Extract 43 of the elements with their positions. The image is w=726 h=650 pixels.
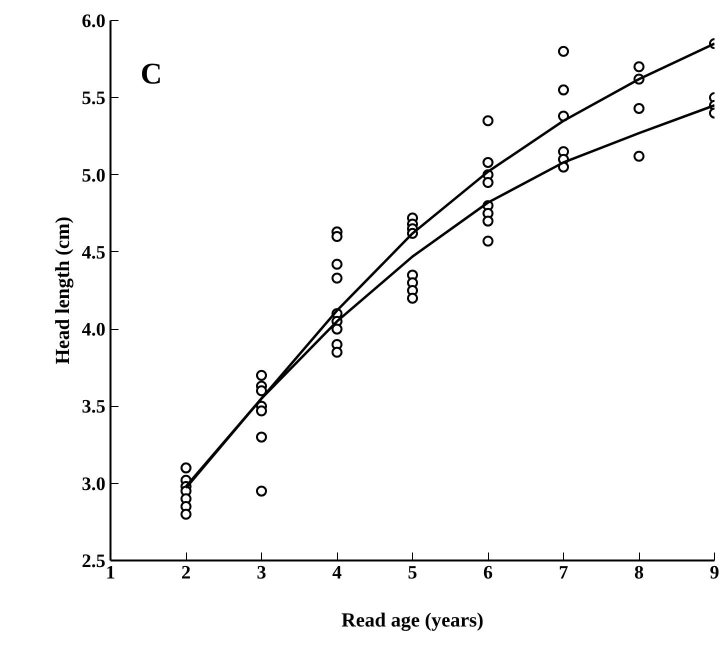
- y-tick-label: 4.5: [82, 242, 106, 264]
- x-tick-label: 3: [256, 562, 266, 584]
- y-tick-label: 2.5: [82, 551, 106, 572]
- point: [558, 84, 569, 96]
- point: [407, 292, 418, 304]
- point: [180, 462, 192, 474]
- annotation: C: [140, 58, 162, 90]
- point: [256, 385, 267, 396]
- point: [256, 432, 267, 443]
- y-axis-title: Head length (cm): [52, 216, 74, 364]
- x-tick-label: 5: [408, 562, 418, 584]
- x-tick-label: 6: [483, 562, 493, 584]
- point: [332, 272, 342, 284]
- y-tick-label: 3.5: [82, 396, 106, 418]
- point: [558, 46, 569, 57]
- point: [634, 102, 644, 114]
- point: [332, 324, 342, 335]
- point: [256, 486, 267, 497]
- point: [482, 115, 494, 126]
- x-axis-title: Read age (years): [341, 610, 484, 632]
- point: [482, 156, 494, 168]
- y-tick-label: 6.0: [82, 11, 106, 32]
- y-tick-label: 5.0: [82, 165, 106, 186]
- x-tick-label: 4: [332, 562, 342, 584]
- y-tick-label: 4.0: [82, 320, 106, 341]
- x-tick-label: 9: [710, 562, 720, 584]
- point: [256, 370, 267, 381]
- y-tick-label: 5.5: [82, 88, 106, 110]
- point: [180, 508, 192, 520]
- point: [256, 405, 267, 416]
- point: [332, 346, 342, 358]
- x-tick-label: 2: [181, 562, 191, 584]
- x-tick-label: 7: [558, 562, 569, 584]
- point: [332, 231, 342, 242]
- point: [634, 150, 644, 162]
- point: [332, 258, 342, 270]
- y-tick-label: 3.0: [82, 474, 106, 495]
- point: [482, 216, 494, 227]
- point: [482, 236, 494, 247]
- x-tick-label: 1: [106, 562, 116, 584]
- point: [634, 61, 644, 72]
- x-tick-label: 8: [634, 562, 644, 584]
- point: [482, 177, 494, 188]
